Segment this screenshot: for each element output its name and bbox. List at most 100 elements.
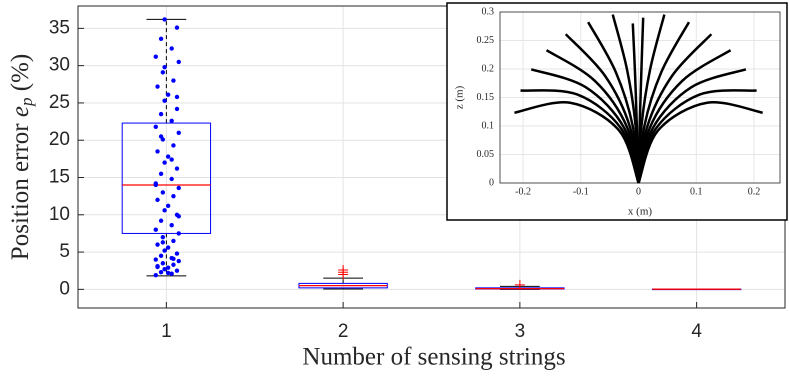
data-point — [174, 251, 180, 256]
data-point — [171, 78, 176, 83]
x-tick-label: 2 — [338, 321, 349, 342]
y-tick-label: 25 — [49, 92, 70, 113]
x-tick-label: 4 — [691, 321, 702, 342]
data-point — [162, 98, 167, 103]
data-point — [153, 227, 158, 232]
x-tick-label: -0.1 — [573, 186, 589, 197]
x-tick-label: 3 — [515, 321, 526, 342]
data-point — [155, 84, 160, 89]
data-point — [153, 124, 158, 129]
flier — [514, 279, 525, 290]
data-point — [165, 92, 171, 97]
x-tick-label: 0.2 — [748, 186, 761, 197]
data-point — [176, 185, 181, 191]
data-point — [162, 160, 167, 165]
data-point — [176, 59, 181, 65]
y-tick-label: 20 — [49, 129, 70, 150]
x-tick-label: 0 — [636, 186, 641, 197]
data-point — [162, 17, 167, 22]
x-tick-label: 0.1 — [690, 186, 703, 197]
y-label-text: Position error — [7, 123, 34, 260]
data-point — [165, 203, 171, 209]
data-point — [155, 264, 160, 270]
inset-x-label: x (m) — [628, 206, 652, 218]
data-point — [169, 118, 174, 124]
data-point — [162, 267, 167, 272]
box — [121, 122, 212, 234]
data-point — [158, 171, 164, 176]
y-label-symbol: e — [7, 106, 34, 117]
data-point — [176, 214, 181, 219]
y-tick-label: 30 — [49, 55, 70, 76]
data-point — [153, 54, 158, 59]
flier — [338, 264, 349, 275]
data-point — [153, 182, 158, 188]
data-point — [158, 253, 164, 259]
data-point — [160, 240, 166, 245]
data-point — [171, 262, 176, 267]
data-point — [171, 238, 176, 244]
x-axis-label: Number of sensing strings — [302, 344, 565, 371]
data-point — [169, 176, 174, 182]
y-tick-label: 0.25 — [477, 35, 495, 46]
y-tick-label: 0.1 — [482, 120, 495, 131]
y-tick-label: 0 — [489, 177, 494, 188]
data-point — [153, 257, 158, 262]
y-label-subscript: p — [17, 98, 36, 108]
data-point — [165, 265, 171, 270]
data-point — [153, 272, 158, 278]
data-point — [160, 261, 166, 266]
data-point — [171, 256, 176, 261]
data-point — [165, 270, 171, 276]
data-point — [158, 111, 164, 117]
y-tick-label: 35 — [49, 17, 70, 38]
data-point — [162, 64, 167, 70]
inset-y-label: z (m) — [454, 85, 466, 109]
data-point — [176, 231, 181, 236]
data-point — [155, 242, 160, 247]
data-point — [174, 94, 180, 100]
inset-axes-frame — [499, 11, 781, 184]
data-point — [169, 223, 174, 228]
y-tick-label: 15 — [49, 167, 70, 188]
data-point — [169, 271, 174, 276]
data-point — [174, 268, 180, 273]
x-tick-label: -0.2 — [515, 186, 531, 197]
data-point — [158, 36, 164, 42]
data-point — [155, 149, 160, 154]
data-point — [165, 245, 171, 250]
y-tick-label: 5 — [59, 241, 70, 262]
curve — [514, 101, 640, 184]
data-point — [155, 197, 160, 203]
data-point — [171, 143, 176, 148]
data-point — [165, 154, 171, 159]
data-point — [174, 106, 180, 112]
y-tick-label: 0.15 — [477, 92, 495, 103]
data-point — [160, 234, 166, 240]
y-tick-label: 0 — [59, 278, 70, 299]
data-point — [160, 190, 166, 195]
y-tick-label: 10 — [49, 204, 70, 225]
data-point — [174, 166, 180, 171]
x-tick-label: 1 — [161, 321, 172, 342]
data-point — [176, 130, 181, 135]
y-label-unit: (%) — [7, 54, 34, 91]
data-point — [158, 218, 164, 223]
data-point — [162, 248, 167, 253]
data-point — [171, 193, 176, 199]
data-point — [169, 157, 174, 162]
data-point — [160, 70, 166, 75]
curve — [637, 101, 763, 184]
data-point — [176, 258, 181, 264]
inset-frame — [446, 2, 788, 221]
y-tick-label: 0.05 — [477, 149, 495, 160]
y-axis-label: Position error ep (%) — [7, 54, 40, 260]
data-point — [158, 134, 164, 139]
data-point — [169, 46, 174, 51]
data-point — [158, 270, 164, 275]
data-point — [174, 25, 180, 30]
y-tick-label: 0.3 — [482, 6, 495, 17]
y-tick-label: 0.2 — [482, 63, 495, 74]
